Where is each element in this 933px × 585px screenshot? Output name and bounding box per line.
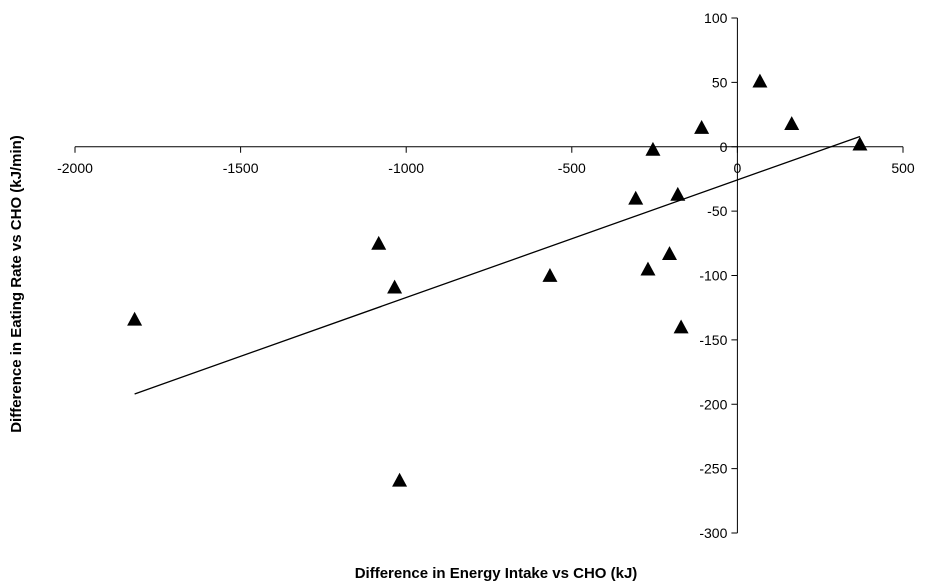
triangle-marker xyxy=(127,311,143,326)
y-tick-label: 100 xyxy=(704,10,728,26)
x-tick-label: -500 xyxy=(558,160,586,176)
y-tick-label: -300 xyxy=(699,525,727,541)
data-points xyxy=(127,73,868,487)
x-axis: -2000-1500-1000-5000500 xyxy=(57,146,915,176)
triangle-marker xyxy=(852,136,868,151)
trendline xyxy=(134,135,861,395)
triangle-marker xyxy=(392,472,408,487)
x-tick-label: -2000 xyxy=(57,160,93,176)
y-axis: 100 50 0 -50 -100 -150 -200 -250 -300 xyxy=(699,10,738,541)
y-tick-label: 50 xyxy=(712,74,728,90)
triangle-marker xyxy=(662,246,678,260)
triangle-marker xyxy=(784,116,800,130)
y-tick-label: -200 xyxy=(699,396,727,412)
y-tick-label: 0 xyxy=(720,139,728,155)
y-tick-label: -150 xyxy=(699,332,727,348)
y-axis-title: Difference in Eating Rate vs CHO (kJ/min… xyxy=(8,135,25,433)
x-tick-label: -1000 xyxy=(388,160,424,176)
triangle-marker xyxy=(694,119,710,134)
triangle-marker xyxy=(387,279,403,294)
y-tick-label: -100 xyxy=(699,268,727,284)
y-tick-label: -50 xyxy=(707,203,727,219)
triangle-marker xyxy=(640,261,656,276)
triangle-marker xyxy=(645,141,661,156)
triangle-marker xyxy=(628,190,644,205)
x-axis-title: Difference in Energy Intake vs CHO (kJ) xyxy=(355,565,638,582)
x-tick-label: -1500 xyxy=(223,160,259,176)
y-tick-label: -250 xyxy=(699,461,727,477)
triangle-marker xyxy=(542,268,558,282)
triangle-marker xyxy=(670,186,686,201)
triangle-marker xyxy=(752,73,768,88)
triangle-marker xyxy=(371,235,387,250)
trendline-group xyxy=(134,135,861,395)
triangle-marker xyxy=(673,319,689,334)
x-tick-label: 500 xyxy=(891,160,915,176)
